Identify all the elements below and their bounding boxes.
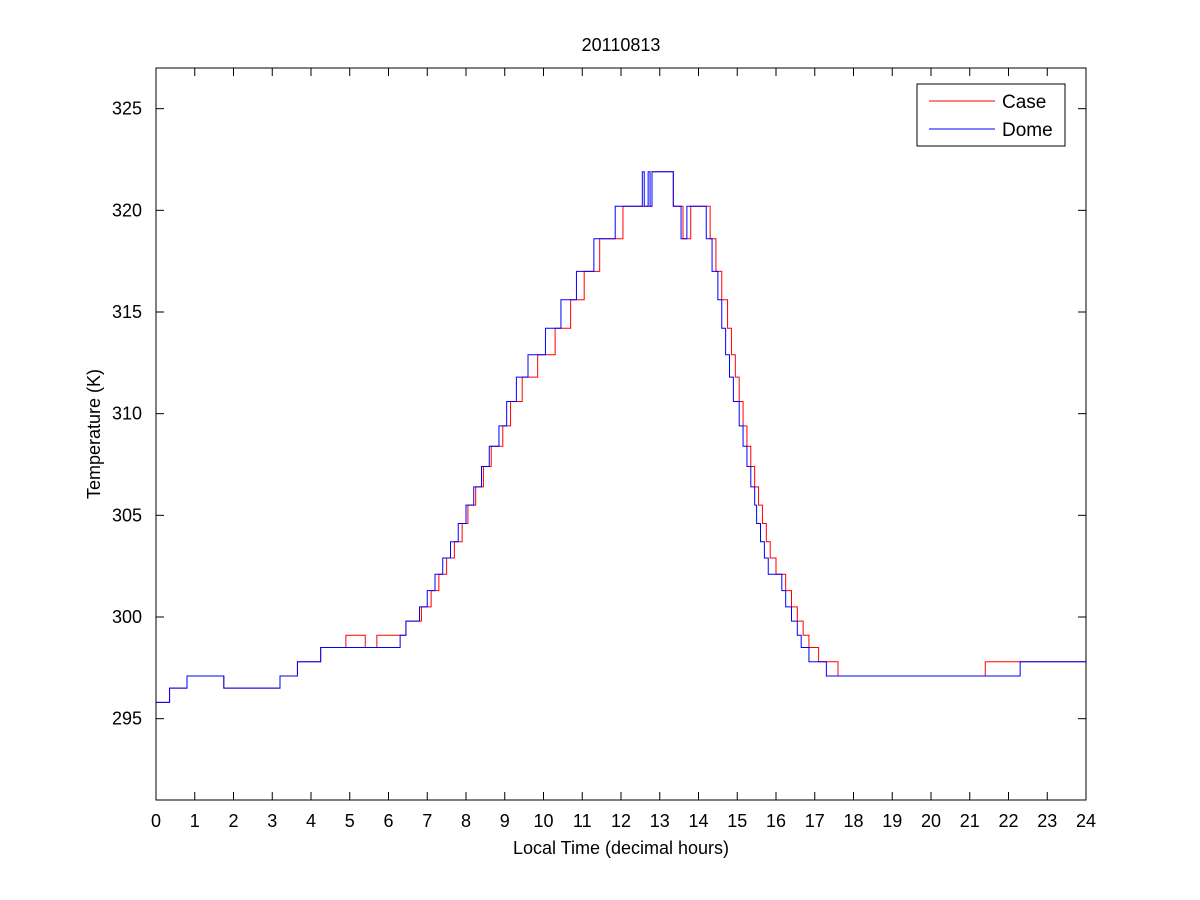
- y-axis-label: Temperature (K): [84, 369, 104, 499]
- x-tick-label: 3: [267, 811, 277, 831]
- x-tick-label: 6: [383, 811, 393, 831]
- x-tick-label: 18: [843, 811, 863, 831]
- x-tick-label: 2: [228, 811, 238, 831]
- x-tick-label: 4: [306, 811, 316, 831]
- x-tick-label: 22: [998, 811, 1018, 831]
- legend-box: [916, 83, 1066, 147]
- x-tick-label: 21: [960, 811, 980, 831]
- legend-label-dome: Dome: [1002, 120, 1053, 141]
- x-tick-label: 16: [766, 811, 786, 831]
- series-line-dome: [156, 171, 1086, 703]
- y-tick-label: 305: [112, 505, 142, 525]
- x-tick-label: 9: [500, 811, 510, 831]
- x-tick-label: 5: [345, 811, 355, 831]
- x-tick-label: 8: [461, 811, 471, 831]
- x-tick-label: 7: [422, 811, 432, 831]
- x-tick-label: 20: [921, 811, 941, 831]
- x-tick-label: 13: [650, 811, 670, 831]
- y-tick-label: 295: [112, 709, 142, 729]
- x-tick-label: 1: [190, 811, 200, 831]
- legend-label-case: Case: [1002, 92, 1046, 113]
- y-tick-label: 325: [112, 99, 142, 119]
- x-tick-label: 17: [805, 811, 825, 831]
- y-axis-ticks: 295 300 305 310 315 320 325: [112, 99, 1086, 729]
- x-tick-label: 10: [533, 811, 553, 831]
- x-tick-label: 15: [727, 811, 747, 831]
- legend: Case Dome: [916, 83, 1066, 147]
- x-tick-label: 24: [1076, 811, 1096, 831]
- y-tick-label: 310: [112, 404, 142, 424]
- chart-title: 20110813: [582, 35, 661, 55]
- y-tick-label: 315: [112, 302, 142, 322]
- x-tick-label: 19: [882, 811, 902, 831]
- y-tick-label: 320: [112, 200, 142, 220]
- x-axis-ticks: 0 1 2 3 4 5 6 7 8 9 10 11 12 13 14 15 16 17 18 19 20 21 22 23 24: [151, 68, 1096, 831]
- series-layer: [156, 171, 1086, 703]
- x-tick-label: 11: [573, 811, 592, 831]
- x-tick-label: 14: [688, 811, 708, 831]
- x-tick-label: 0: [151, 811, 161, 831]
- x-tick-label: 12: [611, 811, 631, 831]
- y-tick-label: 300: [112, 607, 142, 627]
- x-tick-label: 23: [1037, 811, 1057, 831]
- x-axis-label: Local Time (decimal hours): [513, 838, 729, 858]
- plot-area: [156, 68, 1086, 800]
